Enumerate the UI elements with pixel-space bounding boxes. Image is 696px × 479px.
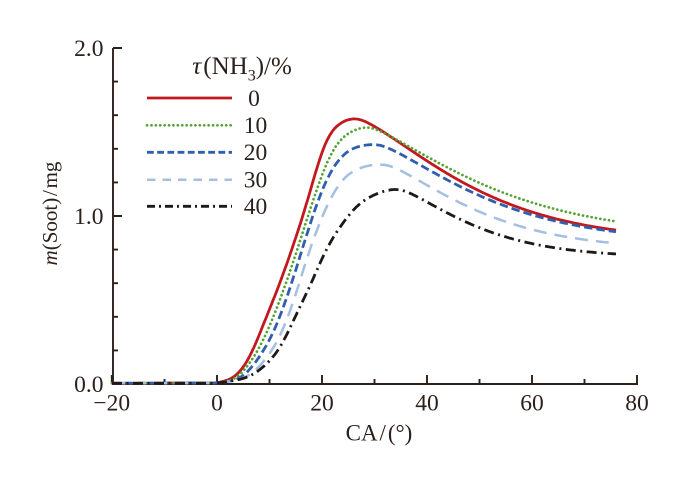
svg-text:0.0: 0.0 <box>74 372 103 398</box>
svg-text:40: 40 <box>244 194 268 220</box>
svg-text:40: 40 <box>415 391 439 417</box>
svg-text:1.0: 1.0 <box>74 204 103 230</box>
svg-text:20: 20 <box>310 391 334 417</box>
svg-text:80: 80 <box>625 391 649 417</box>
svg-text:20: 20 <box>244 140 268 166</box>
svg-text:2.0: 2.0 <box>74 36 103 62</box>
svg-text:0: 0 <box>248 86 260 112</box>
svg-text:0: 0 <box>211 391 223 417</box>
svg-text:CA / (°): CA / (°) <box>346 421 413 446</box>
svg-text:60: 60 <box>520 391 544 417</box>
svg-text:−20: −20 <box>93 391 130 417</box>
svg-text:m(Soot) / mg: m(Soot) / mg <box>38 161 62 265</box>
svg-text:10: 10 <box>244 113 268 139</box>
svg-text:τ (NH3)/%: τ (NH3)/% <box>192 53 292 85</box>
svg-text:30: 30 <box>244 168 268 194</box>
